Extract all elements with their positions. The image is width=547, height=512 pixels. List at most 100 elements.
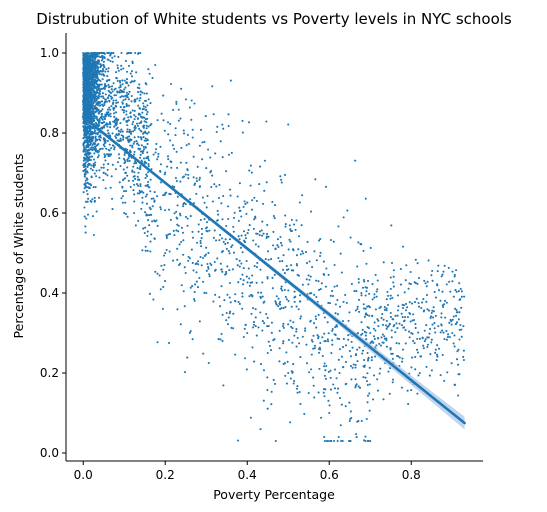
data-point (445, 338, 448, 341)
data-point (319, 288, 322, 291)
data-point (114, 94, 117, 97)
data-point (392, 318, 395, 321)
data-point (86, 83, 89, 87)
data-point (84, 59, 87, 62)
data-point (147, 159, 151, 162)
data-point (400, 324, 403, 327)
data-point (299, 402, 302, 406)
data-point (138, 122, 141, 125)
data-point (165, 237, 168, 240)
data-point (110, 85, 114, 88)
data-point (392, 281, 395, 284)
data-point (389, 287, 392, 290)
data-point (295, 387, 298, 390)
data-point (87, 144, 90, 147)
data-point (258, 230, 262, 233)
data-point (354, 159, 357, 162)
data-point (101, 92, 104, 95)
data-point (336, 439, 339, 443)
data-point (439, 299, 442, 302)
data-point (107, 86, 110, 89)
data-point (270, 390, 273, 393)
data-point (150, 197, 153, 200)
data-point (152, 298, 155, 301)
data-point (102, 60, 105, 63)
data-point (460, 290, 463, 293)
data-point (90, 175, 93, 178)
data-point (267, 235, 270, 238)
data-point (105, 111, 108, 114)
data-point (135, 161, 138, 164)
data-point (86, 200, 89, 203)
data-point (373, 321, 376, 324)
data-point (191, 136, 194, 139)
data-point (392, 269, 395, 272)
data-point (130, 70, 133, 73)
x-axis-label: Poverty Percentage (213, 487, 335, 502)
data-point (127, 157, 130, 160)
data-point (144, 146, 147, 149)
data-point (353, 290, 356, 293)
data-point (283, 173, 287, 177)
data-point (112, 101, 115, 104)
data-point (122, 95, 125, 98)
data-point (152, 197, 155, 200)
data-point (344, 360, 348, 364)
data-point (430, 341, 433, 344)
data-point (127, 64, 131, 67)
data-point (86, 165, 89, 169)
data-point (391, 296, 394, 299)
data-point (323, 316, 326, 319)
data-point (315, 279, 318, 282)
data-point (151, 205, 154, 208)
data-point (195, 271, 198, 274)
data-point (319, 251, 322, 254)
data-point (367, 357, 370, 361)
data-point (266, 351, 269, 355)
data-point (89, 133, 92, 136)
data-point (407, 287, 410, 290)
data-point (427, 309, 431, 312)
data-point (245, 212, 248, 215)
data-point (92, 97, 95, 100)
data-point (133, 211, 136, 215)
data-point (221, 270, 224, 273)
data-point (164, 209, 167, 212)
data-point (338, 396, 342, 400)
data-point (396, 294, 400, 297)
data-point (277, 245, 280, 249)
data-point (357, 241, 360, 244)
data-point (377, 325, 380, 328)
y-axis-ticks: 0.00.20.40.60.81.0 (40, 46, 66, 460)
data-point (314, 178, 317, 181)
data-point (118, 181, 121, 184)
data-point (453, 275, 456, 278)
data-point (385, 339, 388, 342)
data-point (324, 377, 328, 380)
data-point (307, 391, 310, 395)
data-point (301, 194, 304, 197)
data-point (348, 311, 351, 314)
data-point (115, 76, 118, 79)
data-point (169, 122, 172, 125)
data-point (171, 144, 174, 147)
data-point (298, 294, 302, 297)
data-point (238, 182, 241, 185)
data-point (386, 303, 389, 307)
data-point (251, 326, 255, 329)
data-point (361, 332, 364, 335)
data-point (86, 138, 89, 141)
data-point (404, 302, 408, 305)
data-point (141, 196, 144, 199)
data-point (179, 323, 182, 326)
data-point (429, 317, 432, 320)
data-point (300, 224, 303, 227)
data-point (127, 116, 130, 119)
data-point (112, 144, 115, 147)
data-point (259, 363, 263, 366)
data-point (455, 290, 458, 293)
data-point (299, 300, 302, 303)
data-point (85, 158, 88, 161)
x-tick-label: 0.4 (238, 468, 257, 482)
data-point (95, 55, 98, 58)
